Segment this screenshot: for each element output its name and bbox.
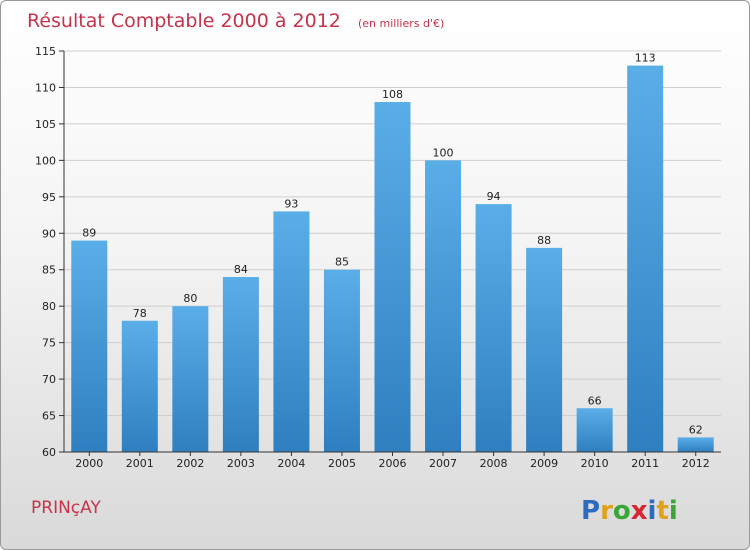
- y-tick-label: 70: [42, 373, 56, 386]
- data-label: 84: [234, 263, 248, 276]
- bar: [576, 408, 613, 452]
- x-tick-label: 2008: [480, 457, 508, 470]
- logo-letter: o: [613, 496, 631, 526]
- bar: [222, 277, 259, 452]
- y-tick-label: 65: [42, 410, 56, 423]
- data-label: 66: [588, 394, 602, 407]
- logo-letter: P: [581, 496, 600, 526]
- bar: [475, 204, 512, 452]
- logo-letter: i: [669, 496, 678, 526]
- y-tick-label: 75: [42, 337, 56, 350]
- bar: [172, 306, 209, 452]
- y-tick-label: 115: [35, 45, 56, 58]
- bar: [677, 437, 714, 452]
- x-tick-label: 2010: [581, 457, 609, 470]
- x-tick-label: 2006: [379, 457, 407, 470]
- logo-letter: i: [648, 496, 657, 526]
- bar: [71, 240, 108, 452]
- data-label: 93: [284, 197, 298, 210]
- x-tick-label: 2000: [75, 457, 103, 470]
- data-label: 85: [335, 256, 349, 269]
- y-tick-label: 60: [42, 446, 56, 459]
- y-tick-label: 95: [42, 191, 56, 204]
- data-label: 113: [635, 52, 656, 65]
- x-tick-label: 2005: [328, 457, 356, 470]
- proxiti-logo: Proxiti: [581, 496, 678, 526]
- y-tick-label: 110: [35, 81, 56, 94]
- x-tick-label: 2002: [176, 457, 204, 470]
- bar: [121, 320, 158, 452]
- data-label: 100: [433, 146, 454, 159]
- y-tick-label: 100: [35, 154, 56, 167]
- data-label: 88: [537, 234, 551, 247]
- chart-title: Résultat Comptable 2000 à 2012 (en milli…: [27, 10, 444, 32]
- data-label: 89: [82, 227, 96, 240]
- logo-letter: r: [600, 496, 613, 526]
- logo-letter: t: [656, 496, 668, 526]
- x-tick-label: 2001: [126, 457, 154, 470]
- x-tick-label: 2007: [429, 457, 457, 470]
- bars: [71, 65, 714, 452]
- bar: [374, 102, 411, 452]
- y-tick-label: 105: [35, 118, 56, 131]
- data-label: 80: [183, 292, 197, 305]
- chart-title-main: Résultat Comptable 2000 à 2012: [27, 10, 341, 32]
- y-tick-label: 90: [42, 227, 56, 240]
- chart-title-sub: (en milliers d'€): [358, 17, 444, 30]
- bar: [323, 269, 360, 452]
- x-tick-label: 2012: [682, 457, 710, 470]
- y-tick-label: 80: [42, 300, 56, 313]
- x-tick-label: 2004: [277, 457, 305, 470]
- logo-letter: x: [631, 496, 648, 526]
- data-label: 108: [382, 88, 403, 101]
- labels: 60 65 70 75 80 85 90 95 100 105 110 115 89 2000 78 2001…: [35, 45, 710, 470]
- town-name: PRINçAY: [31, 498, 101, 518]
- x-tick-label: 2011: [631, 457, 659, 470]
- x-tick-label: 2009: [530, 457, 558, 470]
- y-tick-label: 85: [42, 264, 56, 277]
- data-label: 78: [133, 307, 147, 320]
- bar: [627, 65, 664, 452]
- bar: [526, 247, 563, 452]
- data-label: 62: [689, 423, 703, 436]
- bar: [425, 160, 462, 452]
- bar: [273, 211, 310, 452]
- data-label: 94: [487, 190, 501, 203]
- axes: [59, 50, 721, 456]
- x-tick-label: 2003: [227, 457, 255, 470]
